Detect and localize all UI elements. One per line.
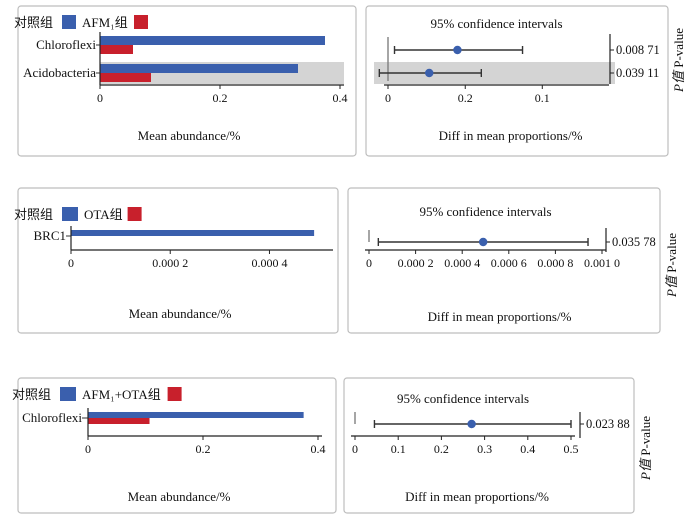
ci-tick-label: 0.2 [434, 442, 449, 456]
pvalue-axis-title: P值 P-value [664, 233, 679, 298]
abundance-tick-label: 0.000 4 [251, 256, 287, 270]
bar-treatment [100, 73, 151, 82]
category-label: Acidobacteria [23, 65, 96, 80]
bar-treatment [100, 45, 133, 54]
pvalue-label: 0.039 11 [616, 66, 659, 80]
abundance-tick-label: 0 [68, 256, 74, 270]
ci-tick-label: 0 [352, 442, 358, 456]
legend-swatch-control [62, 207, 78, 221]
ci-axis-title: Diff in mean proportions/% [405, 489, 549, 504]
ci-point-estimate [453, 45, 462, 55]
category-label: Chloroflexi [36, 37, 96, 52]
pvalue-label: 0.008 71 [616, 43, 660, 57]
ci-tick-label: 0.000 6 [491, 256, 527, 270]
pvalue-axis-title: P值 P-value [638, 416, 653, 481]
legend-swatch-control [62, 15, 76, 29]
legend-label-treatment: AFM₁+OTA组 [82, 387, 161, 402]
ci-tick-label: 0 [385, 91, 391, 105]
abundance-axis-title: Mean abundance/% [129, 306, 232, 321]
ci-point-estimate [467, 419, 476, 429]
abundance-panel-frame [17, 377, 337, 514]
abundance-tick-label: 0.000 2 [152, 256, 188, 270]
pvalue-axis-title-text: P值 P-value [664, 233, 679, 298]
ci-tick-label: 0.000 8 [537, 256, 573, 270]
pvalue-title-en: P-value [664, 233, 679, 273]
ci-tick-label: 0.1 [391, 442, 406, 456]
ci-tick-label: 0.1 [535, 91, 550, 105]
abundance-tick-label: 0 [97, 91, 103, 105]
pvalue-title-zh: P值 [671, 68, 686, 93]
category-label: Chloroflexi [22, 410, 82, 425]
ci-tick-label: 0.5 [564, 442, 579, 456]
legend-swatch-control [60, 387, 76, 401]
bar-control [88, 412, 304, 418]
ci-point-estimate [425, 68, 434, 78]
abundance-panel-frame [17, 187, 339, 334]
ci-tick-label: 0.2 [458, 91, 473, 105]
legend-label-control: 对照组 [12, 387, 51, 402]
ci-axis-title: Diff in mean proportions/% [439, 128, 583, 143]
legend-label-control: 对照组 [14, 15, 53, 30]
abundance-tick-label: 0 [85, 442, 91, 456]
ci-panel-frame [343, 377, 635, 514]
legend-swatch-treatment [134, 15, 148, 29]
abundance-tick-label: 0.2 [213, 91, 228, 105]
pvalue-title-zh: P值 [638, 456, 653, 481]
ci-tick-label: 0.4 [520, 442, 535, 456]
bar-control [71, 230, 315, 236]
pvalue-label: 0.023 88 [586, 417, 630, 431]
pvalue-axis-title-text: P值 P-value [638, 416, 653, 481]
abundance-axis-title: Mean abundance/% [138, 128, 241, 143]
legend-swatch-treatment [127, 207, 142, 221]
pvalue-axis-title-text: P值 P-value [671, 28, 686, 93]
ci-tick-label: 0.3 [477, 442, 492, 456]
abundance-tick-label: 0.2 [196, 442, 211, 456]
legend-label-control: 对照组 [14, 207, 53, 222]
legend-label-treatment: AFM₁组 [82, 15, 128, 30]
pvalue-axis-title: P值 P-value [671, 28, 686, 93]
ci-title: 95% confidence intervals [419, 204, 551, 219]
pvalue-title-zh: P值 [664, 273, 679, 298]
legend-label-treatment: OTA组 [84, 207, 123, 222]
abundance-tick-label: 0.4 [333, 91, 348, 105]
ci-tick-label: 0.000 4 [444, 256, 480, 270]
ci-axis-title: Diff in mean proportions/% [428, 309, 572, 324]
ci-panel-frame [347, 187, 661, 334]
bar-treatment [88, 418, 150, 424]
ci-tick-label: 0.000 2 [398, 256, 434, 270]
category-label: BRC1 [33, 228, 66, 243]
abundance-tick-label: 0.4 [311, 442, 326, 456]
pvalue-title-en: P-value [671, 28, 686, 68]
bar-control [100, 64, 298, 73]
pvalue-title-en: P-value [638, 416, 653, 456]
ci-title: 95% confidence intervals [430, 16, 562, 31]
ci-tick-label: 0.001 0 [584, 256, 620, 270]
legend-swatch-treatment [167, 387, 182, 401]
bar-control [100, 36, 325, 45]
ci-tick-label: 0 [366, 256, 372, 270]
ci-highlight-band [374, 62, 615, 84]
abundance-axis-title: Mean abundance/% [128, 489, 231, 504]
ci-point-estimate [478, 237, 488, 247]
pvalue-label: 0.035 78 [612, 235, 656, 249]
ci-title: 95% confidence intervals [397, 391, 529, 406]
